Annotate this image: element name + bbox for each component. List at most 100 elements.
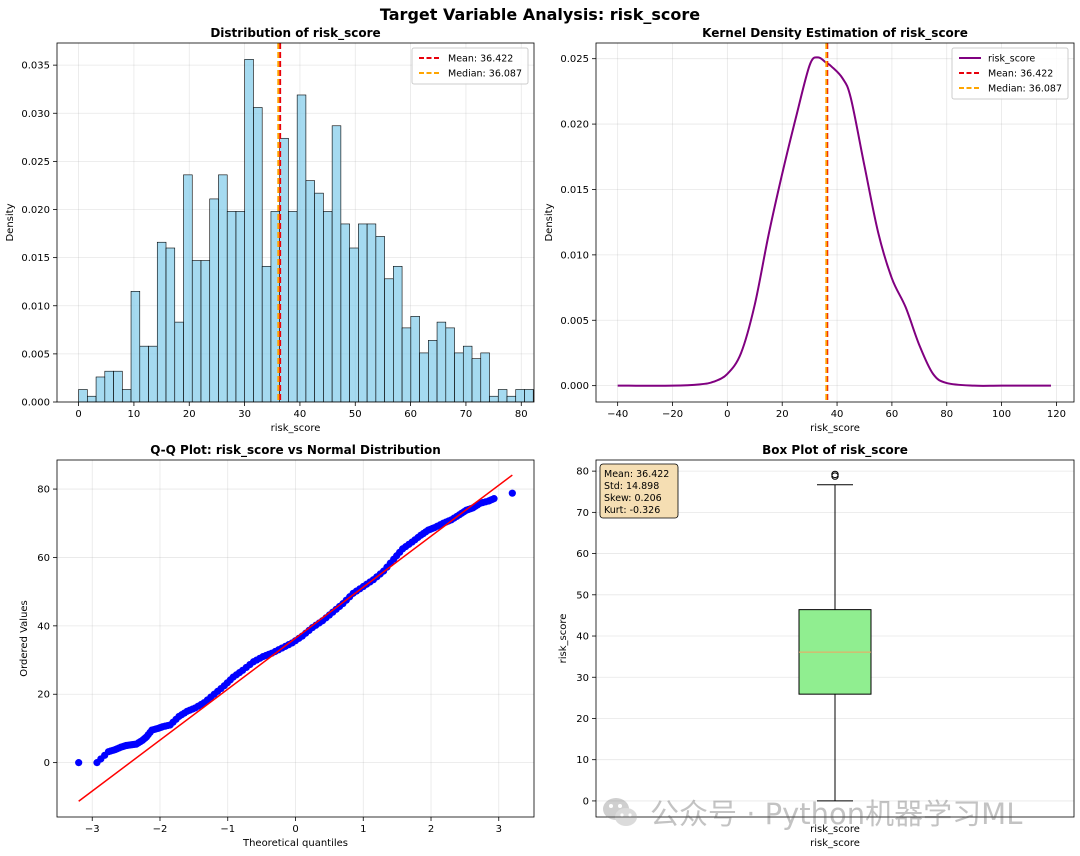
legend-entry: Median: 36.087 [988, 84, 1062, 95]
x-tick-label: 60 [886, 409, 899, 420]
x-tick-label: 100 [992, 409, 1011, 420]
histogram-bar [253, 107, 263, 402]
chart-title: Q-Q Plot: risk_score vs Normal Distribut… [150, 443, 441, 458]
watermark-text: 公众号 · Python机器学习ML [650, 797, 1023, 831]
qq-reference-line [78, 474, 513, 802]
x-tick-label: 40 [831, 409, 844, 420]
y-tick-label: 70 [576, 508, 589, 519]
histogram-bar [506, 395, 517, 402]
chart-panel-1: Distribution of risk_score 0 10 20 30 40 50 60 7… [5, 26, 535, 434]
y-tick-label: 0.000 [21, 398, 50, 409]
x-tick-label: 1 [360, 824, 366, 835]
qq-point [490, 495, 498, 503]
histogram-bar [183, 174, 193, 402]
histogram-bar [419, 352, 429, 402]
histogram-bar [401, 327, 412, 402]
y-tick-label: 0.020 [21, 205, 50, 216]
y-tick-label: 0 [44, 758, 50, 769]
outlier-point [831, 470, 839, 479]
y-tick-label: 0.010 [21, 301, 50, 312]
histogram-bar [148, 345, 158, 402]
y-tick-label: 0.005 [560, 316, 589, 327]
x-axis-label: risk_score [810, 838, 860, 849]
plot-area [798, 470, 872, 802]
histogram-bar [375, 236, 385, 402]
x-category-label: risk_score [810, 824, 860, 835]
histogram-bar [156, 241, 167, 402]
histogram-bar [139, 345, 149, 402]
x-tick-label: 10 [128, 409, 141, 420]
histogram-bar [261, 265, 272, 402]
y-tick-label: 0.030 [21, 109, 50, 120]
y-tick-label: 0.005 [21, 349, 50, 360]
y-axis-label: risk_score [558, 614, 569, 664]
histogram-bar [95, 376, 106, 402]
y-tick-label: 80 [37, 485, 50, 496]
histogram-bar [331, 125, 342, 402]
histogram-bar [436, 321, 447, 402]
chart-panel-3: Q-Q Plot: risk_score vs Normal Distribut… [19, 443, 535, 849]
histogram-bar [366, 223, 377, 402]
y-tick-label: 50 [576, 590, 589, 601]
histogram-bar [428, 340, 438, 402]
legend-entry: Median: 36.087 [448, 69, 522, 80]
x-tick-label: −3 [85, 824, 100, 835]
x-tick-label: −20 [662, 409, 683, 420]
histogram-bar [87, 395, 97, 402]
histogram-bar [174, 321, 184, 402]
y-tick-label: 20 [576, 714, 589, 725]
x-tick-label: 0 [724, 409, 730, 420]
x-tick-label: 80 [940, 409, 953, 420]
legend: Mean: 36.422 Median: 36.087 [411, 47, 529, 85]
x-tick-label: 0 [292, 824, 298, 835]
y-tick-label: 0.025 [21, 157, 50, 168]
y-axis-label: Ordered Values [19, 600, 30, 677]
histogram-bar [497, 389, 508, 402]
chart-title: Box Plot of risk_score [762, 443, 908, 458]
y-axis-label: Density [544, 203, 555, 241]
histogram-bar [358, 223, 368, 402]
legend-box [411, 47, 529, 85]
plot-area [75, 474, 516, 802]
histogram-bar [200, 260, 211, 402]
legend-box [951, 47, 1069, 100]
histogram-bar [191, 260, 202, 402]
y-tick-label: 0.015 [21, 253, 50, 264]
qq-point [508, 489, 516, 497]
plot-area [617, 43, 1051, 402]
watermark: 公众号 · Python机器学习ML [600, 790, 1060, 834]
y-tick-label: 0.015 [560, 185, 589, 196]
x-axis-label: Theoretical quantiles [242, 838, 348, 849]
y-tick-label: 10 [576, 755, 589, 766]
stats-box-frame [599, 463, 679, 519]
histogram-bar [349, 247, 359, 402]
y-tick-label: 0.020 [560, 120, 589, 131]
x-tick-label: 2 [428, 824, 434, 835]
x-tick-label: 20 [183, 409, 196, 420]
plot-area [78, 43, 534, 402]
histogram-bar [209, 198, 219, 402]
chart-title: Kernel Density Estimation of risk_score [702, 26, 968, 41]
chart-panel-4: Box Plot of risk_score 0 10 20 30 40 50 60 70 80 r… [558, 443, 1075, 849]
x-tick-label: 50 [349, 409, 362, 420]
x-tick-label: 80 [515, 409, 528, 420]
histogram-bar [489, 395, 499, 402]
histogram-bar [305, 180, 315, 402]
x-tick-label: 60 [404, 409, 417, 420]
chart-panel-2: Kernel Density Estimation of risk_score −… [544, 26, 1075, 434]
legend-entry: Mean: 36.422 [448, 54, 513, 65]
y-tick-label: 30 [576, 673, 589, 684]
x-tick-label: 3 [496, 824, 502, 835]
histogram-bar [314, 192, 324, 402]
histogram-bar [78, 389, 88, 402]
histogram-bar [524, 389, 534, 402]
histogram-bar [218, 174, 228, 402]
histogram-bar [235, 211, 246, 402]
grid-lines [596, 43, 1074, 402]
figure-title: Target Variable Analysis: risk_score [380, 5, 700, 24]
stats-line: Std: 14.898 [604, 481, 659, 492]
y-tick-label: 0.000 [560, 381, 589, 392]
legend: risk_score Mean: 36.422 Median: 36.087 [951, 47, 1069, 100]
